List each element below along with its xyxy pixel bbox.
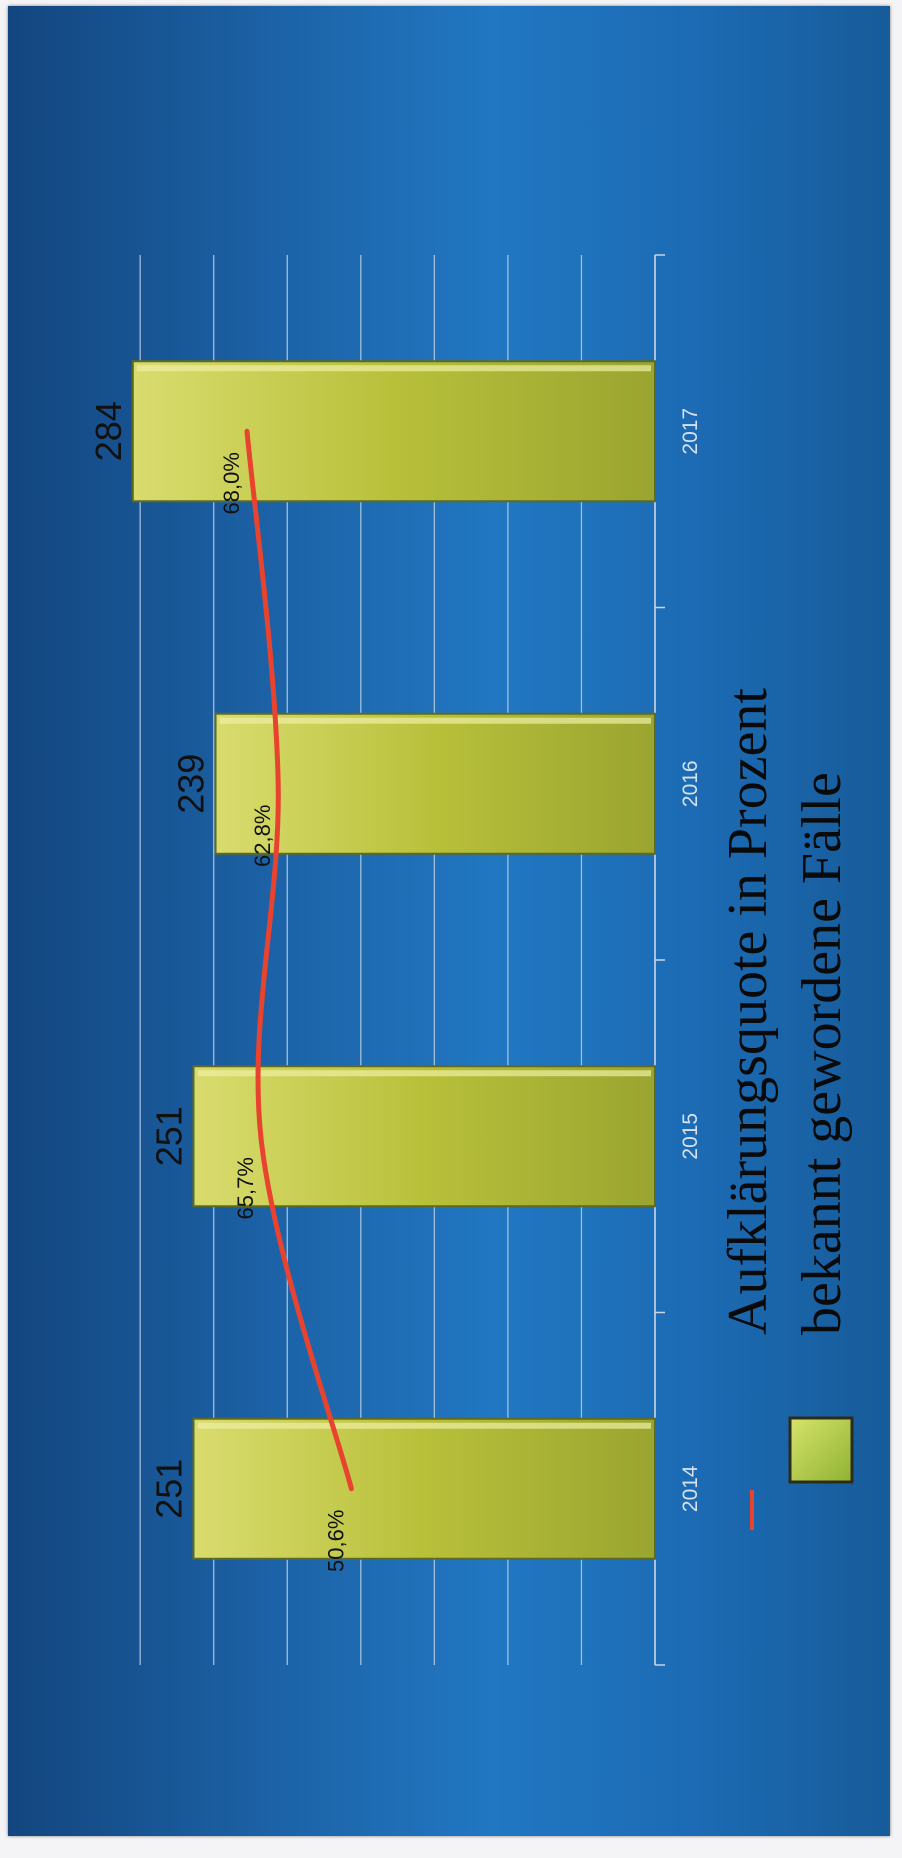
- category-tick-label: 2015: [679, 1113, 702, 1160]
- bar-value-label: 239: [171, 754, 212, 814]
- bar-highlight: [197, 1070, 651, 1077]
- data-labels: 251 2014 50,6% 251 2015 65,7% 239 2016 62,8% 284 2…: [88, 401, 702, 1572]
- rate-value-label: 50,6%: [323, 1510, 348, 1572]
- legend-line-label: Aufklärungsquote in Prozent: [717, 688, 779, 1335]
- legend: Aufklärungsquote in Prozent bekannt gewo…: [717, 688, 854, 1530]
- bar-value-label: 284: [88, 401, 129, 461]
- rate-value-label: 65,7%: [233, 1157, 258, 1219]
- rate-value-label: 68,0%: [219, 452, 244, 514]
- rate-value-label: 62,8%: [250, 805, 275, 867]
- bar: [192, 1065, 657, 1208]
- bar-value-label: 251: [148, 1459, 189, 1519]
- bar: [192, 1417, 657, 1560]
- bars: [131, 360, 657, 1560]
- legend-bar-label: bekannt gewordene Fälle: [791, 772, 853, 1335]
- category-tick-label: 2017: [679, 408, 702, 455]
- bar-highlight: [197, 1422, 651, 1429]
- category-tick-label: 2016: [679, 760, 702, 807]
- legend-bar-swatch: [788, 1416, 854, 1484]
- bar-value-label: 251: [148, 1106, 189, 1166]
- bar: [214, 712, 656, 855]
- bar-highlight: [136, 365, 651, 372]
- bar: [131, 360, 656, 503]
- category-tick-label: 2014: [679, 1465, 702, 1512]
- rate-line-path: [244, 428, 354, 1492]
- rate-line: [244, 428, 354, 1492]
- bar-highlight: [219, 717, 651, 724]
